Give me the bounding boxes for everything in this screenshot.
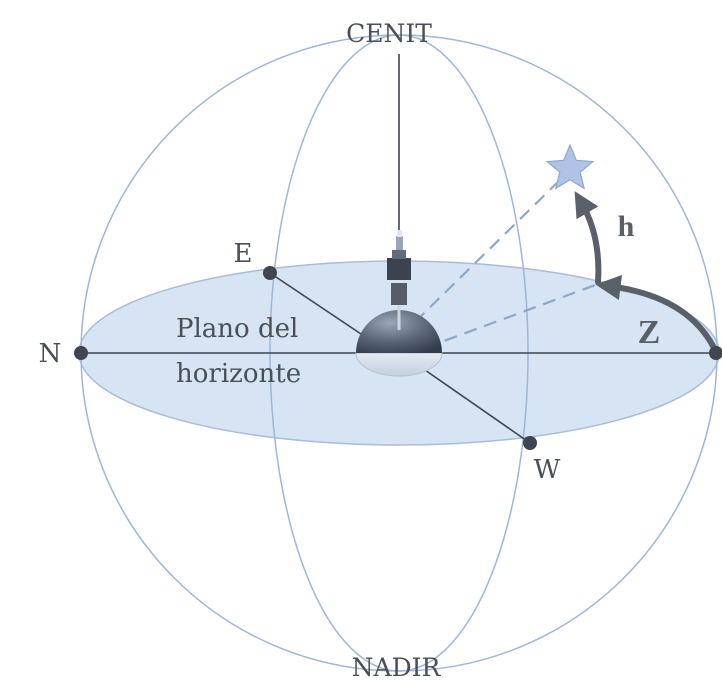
west-point xyxy=(523,436,537,450)
horizon-plane-label-line1: Plano del xyxy=(176,314,298,344)
telescope-icon xyxy=(387,230,411,330)
altitude-arrow xyxy=(574,191,602,285)
east-direction-line xyxy=(269,272,371,341)
altitude-label: h xyxy=(618,210,635,243)
star-projection-line xyxy=(424,282,599,350)
azimuth-arrow xyxy=(595,275,719,355)
horizon-plane-label-line2: horizonte xyxy=(176,359,301,389)
zenith-label: CENIT xyxy=(346,19,432,48)
north-label: N xyxy=(39,339,62,369)
east-point xyxy=(263,266,277,280)
south-point xyxy=(709,346,722,360)
star-icon xyxy=(545,143,595,190)
observer-base xyxy=(355,352,443,377)
nadir-label: NADIR xyxy=(352,653,442,681)
azimuth-label: Z xyxy=(638,314,661,351)
observer-dome xyxy=(356,310,442,353)
star-sight-line xyxy=(414,179,561,323)
west-direction-line xyxy=(424,369,531,444)
north-point xyxy=(74,346,88,360)
west-label: W xyxy=(534,455,561,485)
east-label: E xyxy=(234,239,253,269)
